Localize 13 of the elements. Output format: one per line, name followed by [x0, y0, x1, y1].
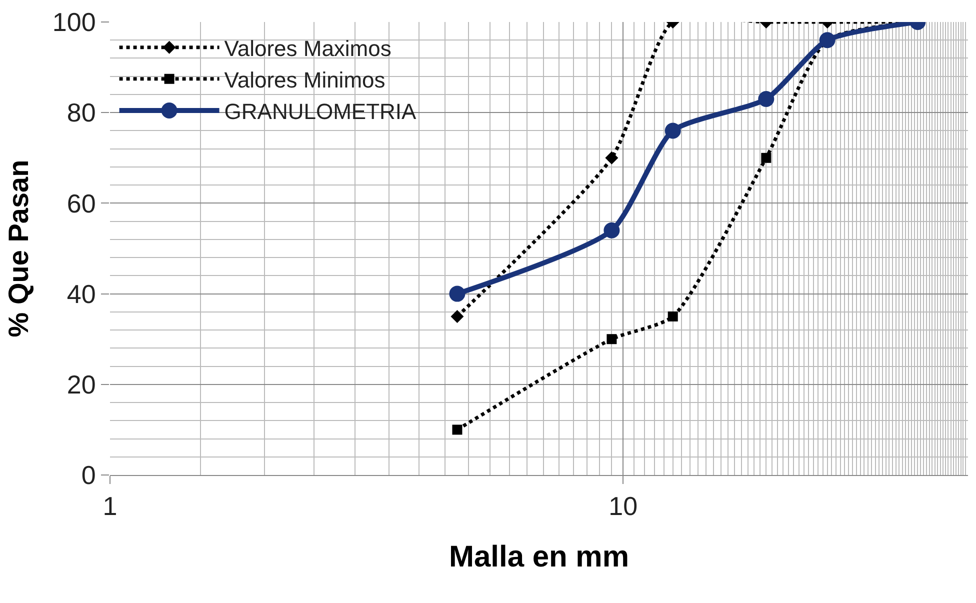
- legend-label: GRANULOMETRIA: [224, 99, 417, 124]
- legend-label: Valores Maximos: [224, 36, 392, 61]
- y-tick-label: 20: [66, 370, 96, 400]
- x-tick-label: 1: [102, 491, 118, 522]
- x-tick-label: 10: [608, 491, 638, 522]
- y-tick-label: 60: [66, 188, 96, 218]
- y-tick-label: 80: [66, 98, 96, 128]
- y-axis-title: % Que Pasan: [3, 160, 34, 338]
- x-axis-title: Malla en mm: [448, 540, 630, 574]
- y-tick-label: 0: [81, 460, 96, 490]
- y-tick-label: 40: [66, 278, 96, 309]
- legend-label: Valores Minimos: [224, 68, 386, 93]
- y-tick-label: 100: [52, 7, 96, 38]
